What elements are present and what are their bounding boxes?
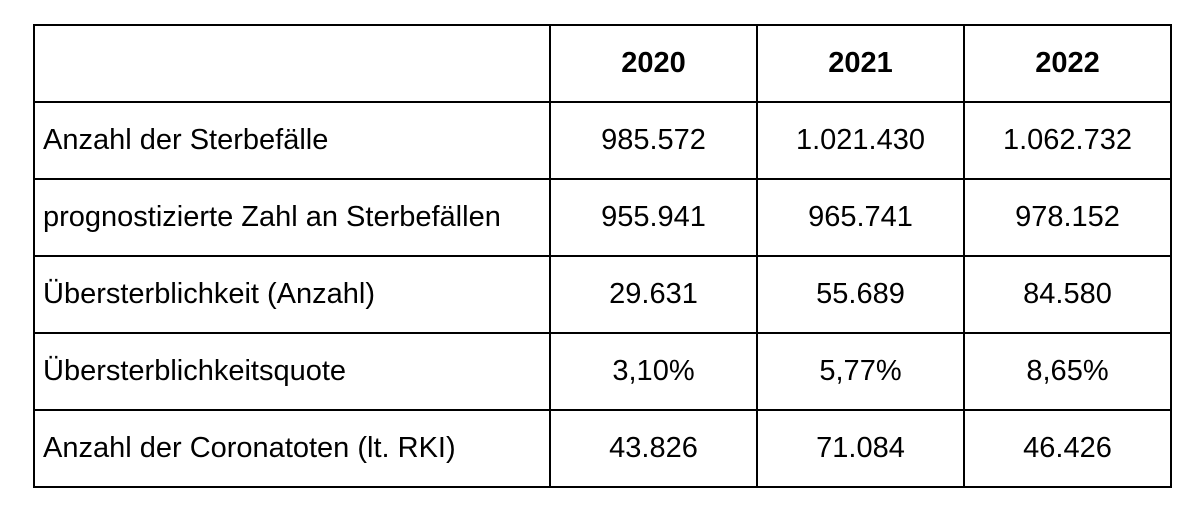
header-corner-cell: [33, 24, 551, 103]
table-row: prognostizierte Zahl an Sterbefällen 955…: [33, 178, 1172, 257]
table-cell: 29.631: [549, 255, 758, 334]
table-header-row: 2020 2021 2022: [33, 24, 1172, 103]
table-row: Übersterblichkeit (Anzahl) 29.631 55.689…: [33, 255, 1172, 334]
row-label-excess-mortality-rate: Übersterblichkeitsquote: [33, 332, 551, 411]
table-cell: 955.941: [549, 178, 758, 257]
table-cell: 84.580: [963, 255, 1172, 334]
table-cell: 55.689: [756, 255, 965, 334]
table-cell: 1.062.732: [963, 101, 1172, 180]
row-label-forecast-deaths: prognostizierte Zahl an Sterbefällen: [33, 178, 551, 257]
row-label-deaths: Anzahl der Sterbefälle: [33, 101, 551, 180]
row-label-corona-deaths: Anzahl der Coronatoten (lt. RKI): [33, 409, 551, 488]
table-row: Anzahl der Coronatoten (lt. RKI) 43.826 …: [33, 409, 1172, 488]
table-cell: 46.426: [963, 409, 1172, 488]
table-cell: 43.826: [549, 409, 758, 488]
data-table-container: 2020 2021 2022 Anzahl der Sterbefälle 98…: [33, 24, 1172, 488]
table-cell: 978.152: [963, 178, 1172, 257]
header-year-2021: 2021: [756, 24, 965, 103]
table-cell: 3,10%: [549, 332, 758, 411]
table-cell: 1.021.430: [756, 101, 965, 180]
table-cell: 71.084: [756, 409, 965, 488]
mortality-table: 2020 2021 2022 Anzahl der Sterbefälle 98…: [33, 24, 1172, 488]
table-row: Übersterblichkeitsquote 3,10% 5,77% 8,65…: [33, 332, 1172, 411]
table-cell: 985.572: [549, 101, 758, 180]
table-row: Anzahl der Sterbefälle 985.572 1.021.430…: [33, 101, 1172, 180]
header-year-2022: 2022: [963, 24, 1172, 103]
table-cell: 8,65%: [963, 332, 1172, 411]
table-cell: 965.741: [756, 178, 965, 257]
header-year-2020: 2020: [549, 24, 758, 103]
row-label-excess-mortality: Übersterblichkeit (Anzahl): [33, 255, 551, 334]
table-cell: 5,77%: [756, 332, 965, 411]
